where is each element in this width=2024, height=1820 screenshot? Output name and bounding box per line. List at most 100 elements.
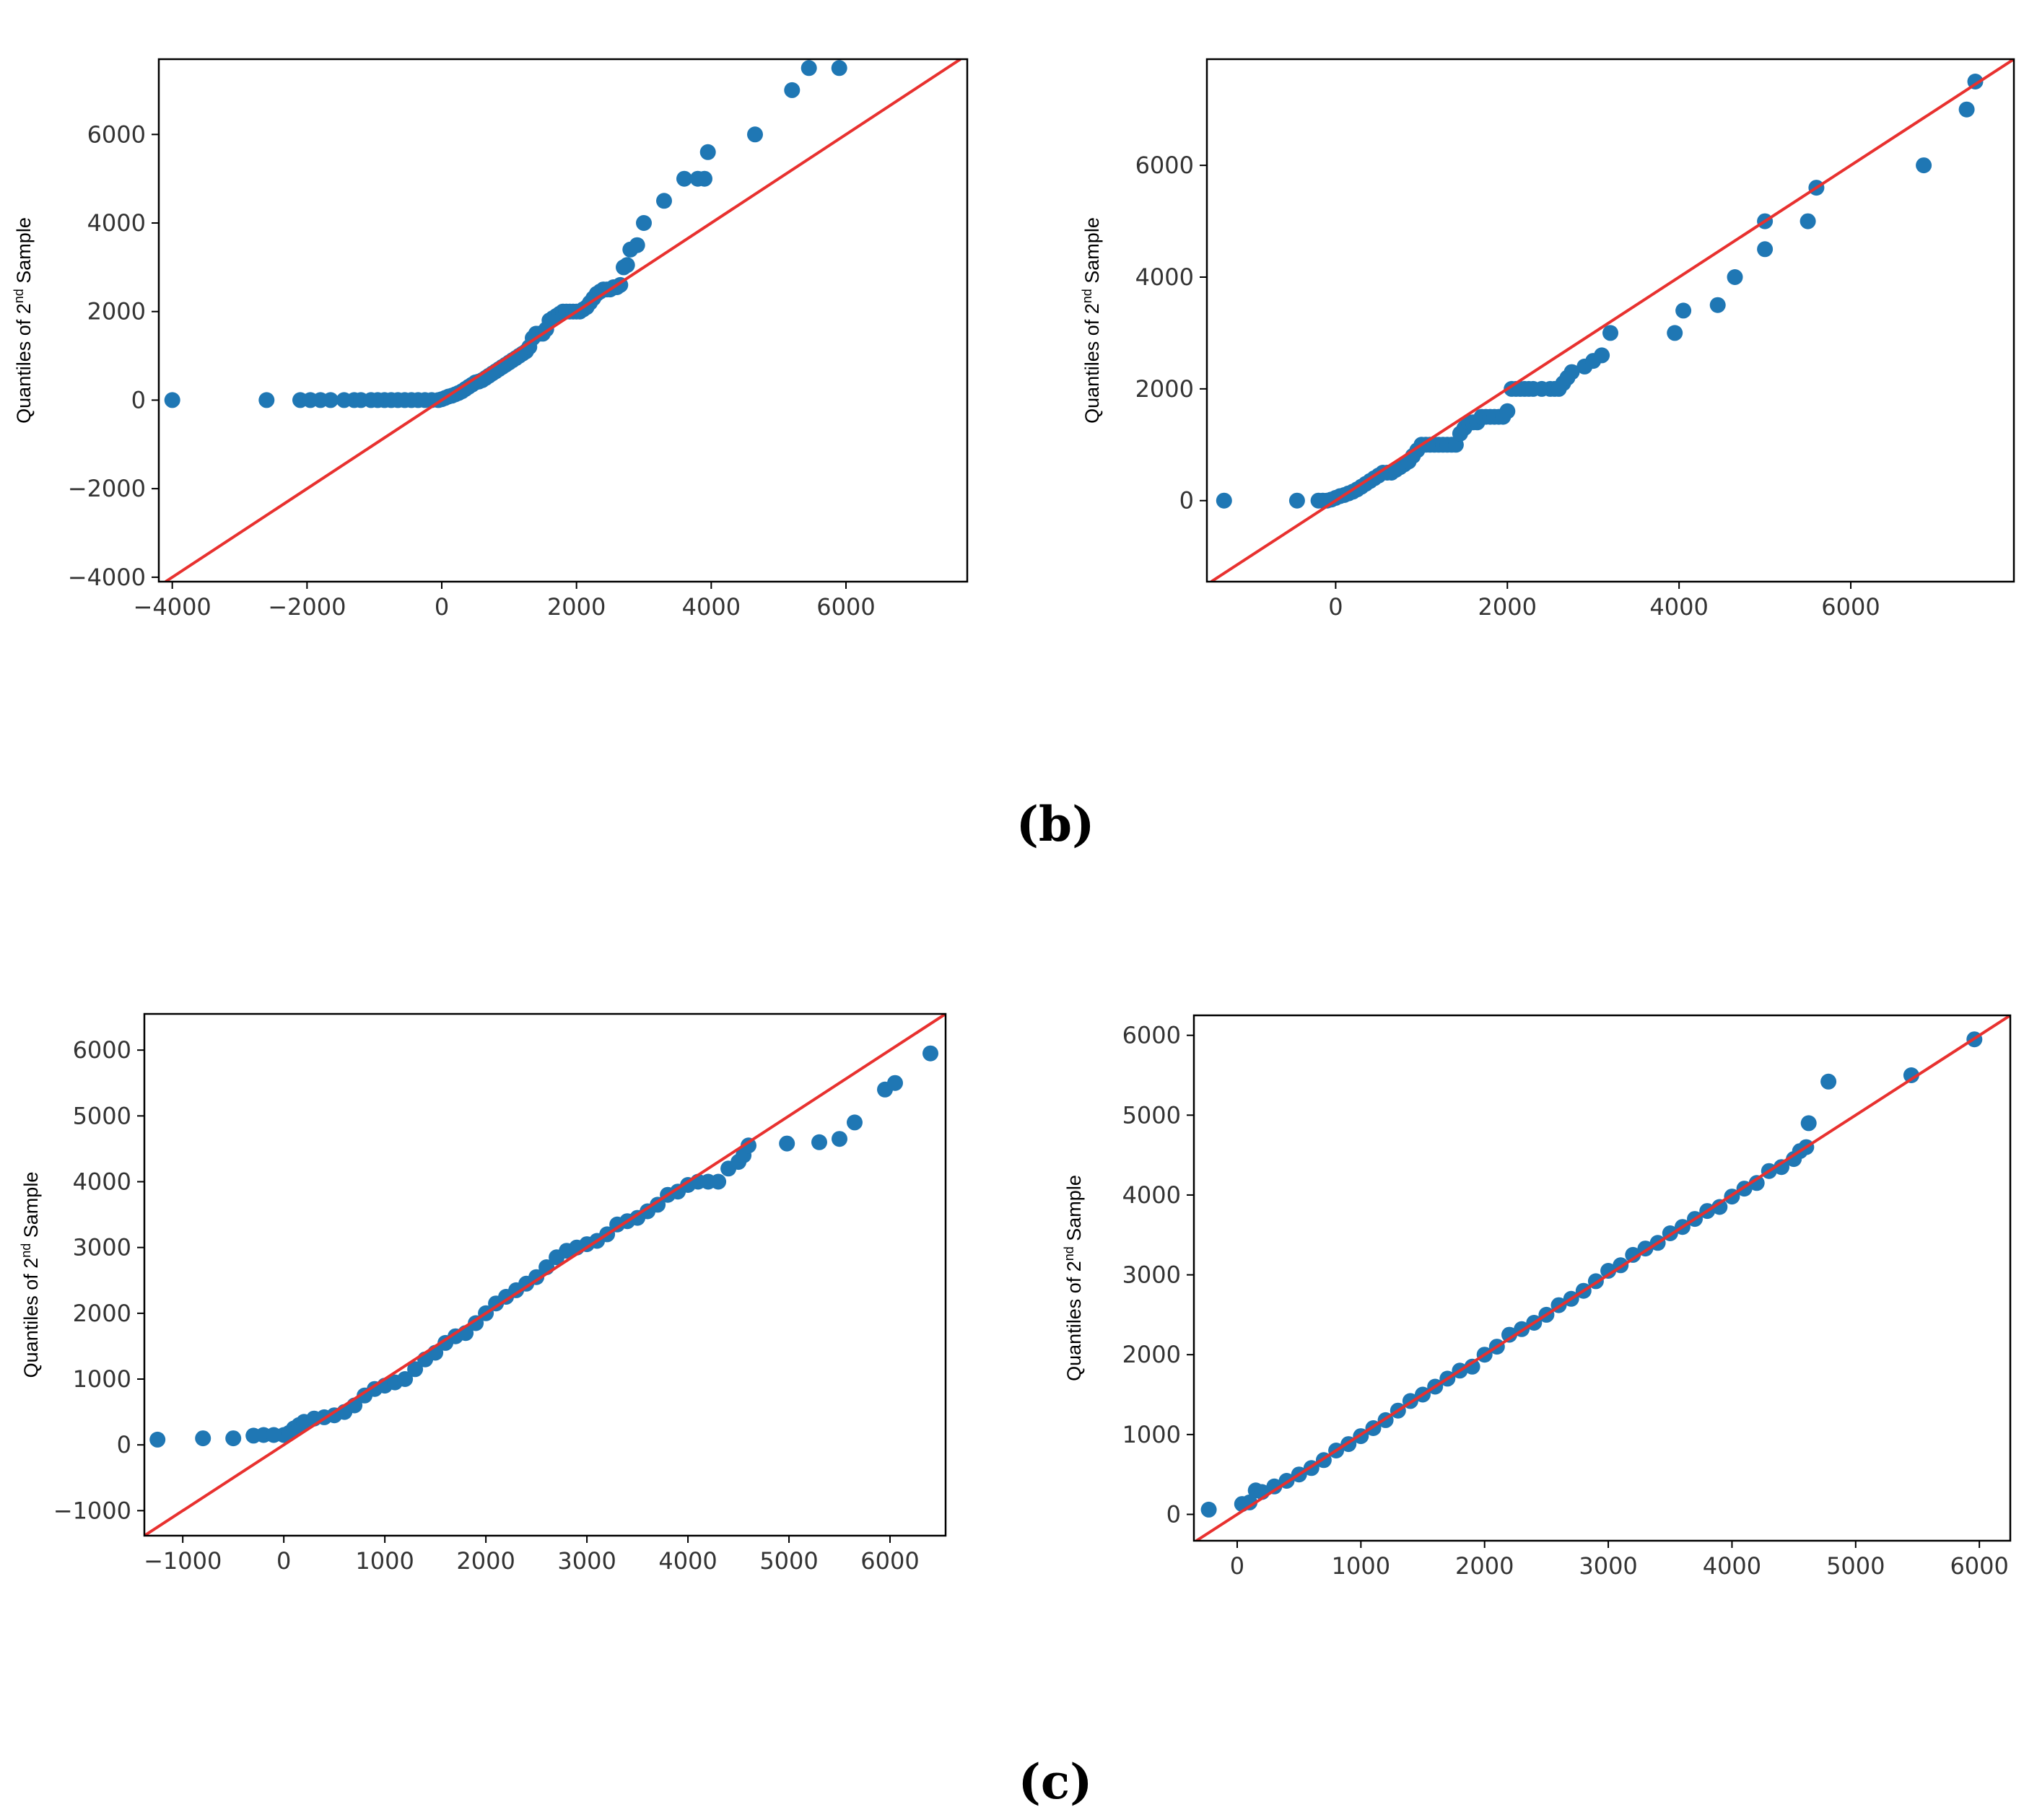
x-tick-label: 0 [435,593,449,621]
data-point [784,82,801,98]
x-tick-label: −2000 [268,593,346,621]
data-point [847,1114,863,1131]
y-tick-label: −2000 [68,475,146,502]
data-point [528,1269,545,1285]
x-tick-label: 2000 [1455,1552,1514,1580]
data-point [149,1431,166,1448]
data-point [1709,297,1726,313]
data-point [397,1371,414,1387]
reference-line [1195,1015,2010,1541]
data-point [832,1131,847,1147]
data-point [1602,325,1618,341]
x-tick-label: 6000 [1950,1552,2008,1580]
x-tick-label: 0 [276,1547,291,1575]
x-tick-label: 2000 [547,593,606,621]
y-tick-label: 0 [117,1431,131,1458]
data-point [1711,1199,1728,1215]
data-point [831,60,847,76]
data-point [1757,241,1774,258]
data-point [1625,1246,1641,1263]
data-point [1820,1073,1837,1090]
data-points [1200,1031,1983,1518]
y-tick-label: 0 [1179,487,1194,515]
data-points [1216,74,1984,509]
y-tick-label: 6000 [87,121,146,148]
data-point [811,1134,827,1150]
x-tick-label: −4000 [134,593,211,621]
data-point [710,1173,727,1190]
data-point [650,1196,666,1213]
y-tick-label: 4000 [73,1168,131,1195]
x-tick-label: 6000 [816,593,875,621]
plot-depth-gauss: −1000 0 1000 2000 3000 4000 5000 6000 −1000 0 1000… [19,1012,947,1575]
y-tick-label: 2000 [1122,1341,1181,1368]
data-point [1288,492,1305,509]
data-point [619,257,635,274]
reference-line [144,1014,946,1536]
reference-line [165,59,961,582]
panel-label-c: (c) [1018,1754,1093,1810]
y-tick-label: −4000 [68,564,146,591]
data-point [697,170,712,187]
data-point [1464,1358,1480,1375]
x-tick-label: 6000 [860,1547,919,1575]
y-tick-label: 4000 [1122,1181,1181,1209]
y-tick-label: 4000 [1135,263,1194,291]
data-point [741,1137,756,1154]
data-point [1800,213,1816,229]
x-tick-label: 5000 [1826,1552,1885,1580]
y-axis-label: Quantiles of 2nd Sample [1080,217,1103,424]
x-tick-label: 4000 [1703,1552,1761,1580]
x-tick-label: 1000 [355,1547,414,1575]
data-point [1600,1263,1617,1279]
data-point [922,1045,938,1062]
x-tick-label: 2000 [1478,593,1537,621]
data-point [1903,1067,1919,1083]
y-axis-label: Quantiles of 2nd Sample [12,217,35,424]
data-point [629,237,645,253]
data-point [195,1430,211,1447]
y-tick-label: 3000 [73,1234,131,1261]
x-tick-label: 0 [1328,593,1343,621]
data-point [468,1315,484,1331]
y-tick-label: 0 [1166,1500,1181,1528]
data-point [636,215,652,231]
axes-frame [157,58,969,583]
data-points [164,60,847,408]
data-point [801,60,817,76]
y-tick-label: 5000 [1122,1101,1181,1129]
data-point [887,1075,903,1091]
x-tick-label: 5000 [759,1547,818,1575]
x-tick-label: 6000 [1821,593,1880,621]
y-tick-label: −1000 [53,1497,131,1524]
x-tick-label: 4000 [1649,593,1708,621]
y-axis-label: Quantiles of 2nd Sample [19,1172,42,1378]
data-point [1266,1478,1283,1495]
axes-frame [143,1012,947,1537]
data-point [164,392,180,408]
data-point [258,392,275,408]
y-tick-label: 5000 [73,1102,131,1129]
x-tick-label: 2000 [456,1547,515,1575]
y-tick-label: 3000 [1122,1261,1181,1289]
data-point [1748,1175,1765,1191]
data-point [323,392,339,408]
x-tick-label: −1000 [144,1547,222,1575]
x-tick-label: 0 [1230,1552,1244,1580]
x-tick-label: 3000 [1579,1552,1637,1580]
x-tick-label: 4000 [658,1547,717,1575]
panel-label-b: (b) [1016,796,1095,852]
y-axis-label: Quantiles of 2nd Sample [1062,1175,1085,1381]
data-point [779,1135,795,1152]
data-point [1216,492,1232,509]
y-tick-label: 2000 [1135,375,1194,403]
data-point [225,1430,242,1447]
data-point [1594,347,1610,364]
axes-frame [1192,1014,2012,1542]
y-tick-label: 2000 [87,298,146,325]
y-tick-label: 4000 [87,209,146,237]
reference-line [1210,59,2014,582]
data-point [699,144,716,160]
data-point [1800,1115,1817,1132]
